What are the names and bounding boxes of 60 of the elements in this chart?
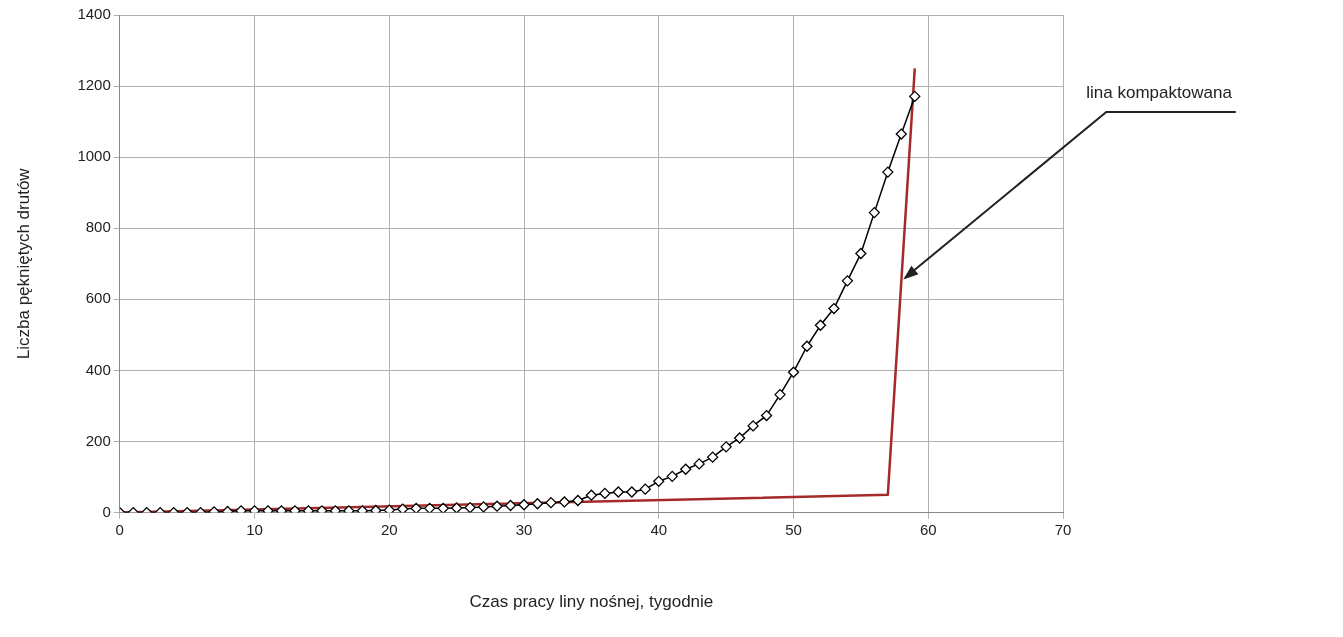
y-tick-label: 0 [102,502,111,520]
point [653,475,665,487]
point [733,432,746,444]
y-tick-label: 1200 [77,76,111,94]
point [450,502,463,513]
point [855,247,867,260]
point [760,409,773,422]
x-tick-label: 0 [115,520,124,538]
y-tick-label: 800 [85,218,111,236]
point [828,302,840,315]
point [410,502,422,513]
y-tick-label: 1000 [77,147,111,165]
point [491,500,503,512]
point [895,128,907,140]
point [612,486,624,498]
point [437,502,449,513]
y-axis-title: Liczba pękniętych drutów [13,167,33,360]
point [747,420,759,432]
point [639,483,651,495]
point [518,499,530,511]
point [909,90,921,103]
point [707,451,719,463]
point [841,275,854,287]
point [572,494,584,507]
x-tick-label: 20 [380,520,398,538]
point [504,499,517,512]
point [599,487,611,500]
point [383,504,395,513]
y-tick-label: 600 [85,289,111,307]
y-tick-label: 200 [85,431,111,449]
point [774,388,786,401]
point [801,340,813,352]
x-axis-title: Czas pracy liny nośnej, tygodnie [469,592,714,612]
x-tick-label: 10 [246,520,263,538]
point [626,486,638,498]
x-tick-label: 60 [919,520,937,538]
point [882,166,894,178]
point [680,463,692,475]
point [666,470,678,482]
x-tick-label: 40 [650,520,668,538]
point [814,319,827,331]
point [397,503,409,513]
x-tick-label: 30 [515,520,533,538]
point [531,498,544,510]
point [868,206,880,219]
y-tick-label: 400 [85,360,111,378]
point [464,501,476,513]
x-tick-label: 50 [785,520,802,538]
point [370,504,382,513]
point [720,441,732,453]
point [787,366,800,378]
point [545,497,557,509]
x-tick-label: 70 [1054,520,1072,538]
annotation: lina kompaktowana [1086,83,1233,103]
y-tick-label: 1400 [77,5,111,23]
point [424,502,436,513]
point [693,458,705,470]
point [585,489,598,501]
point [477,501,490,513]
point [558,496,571,508]
